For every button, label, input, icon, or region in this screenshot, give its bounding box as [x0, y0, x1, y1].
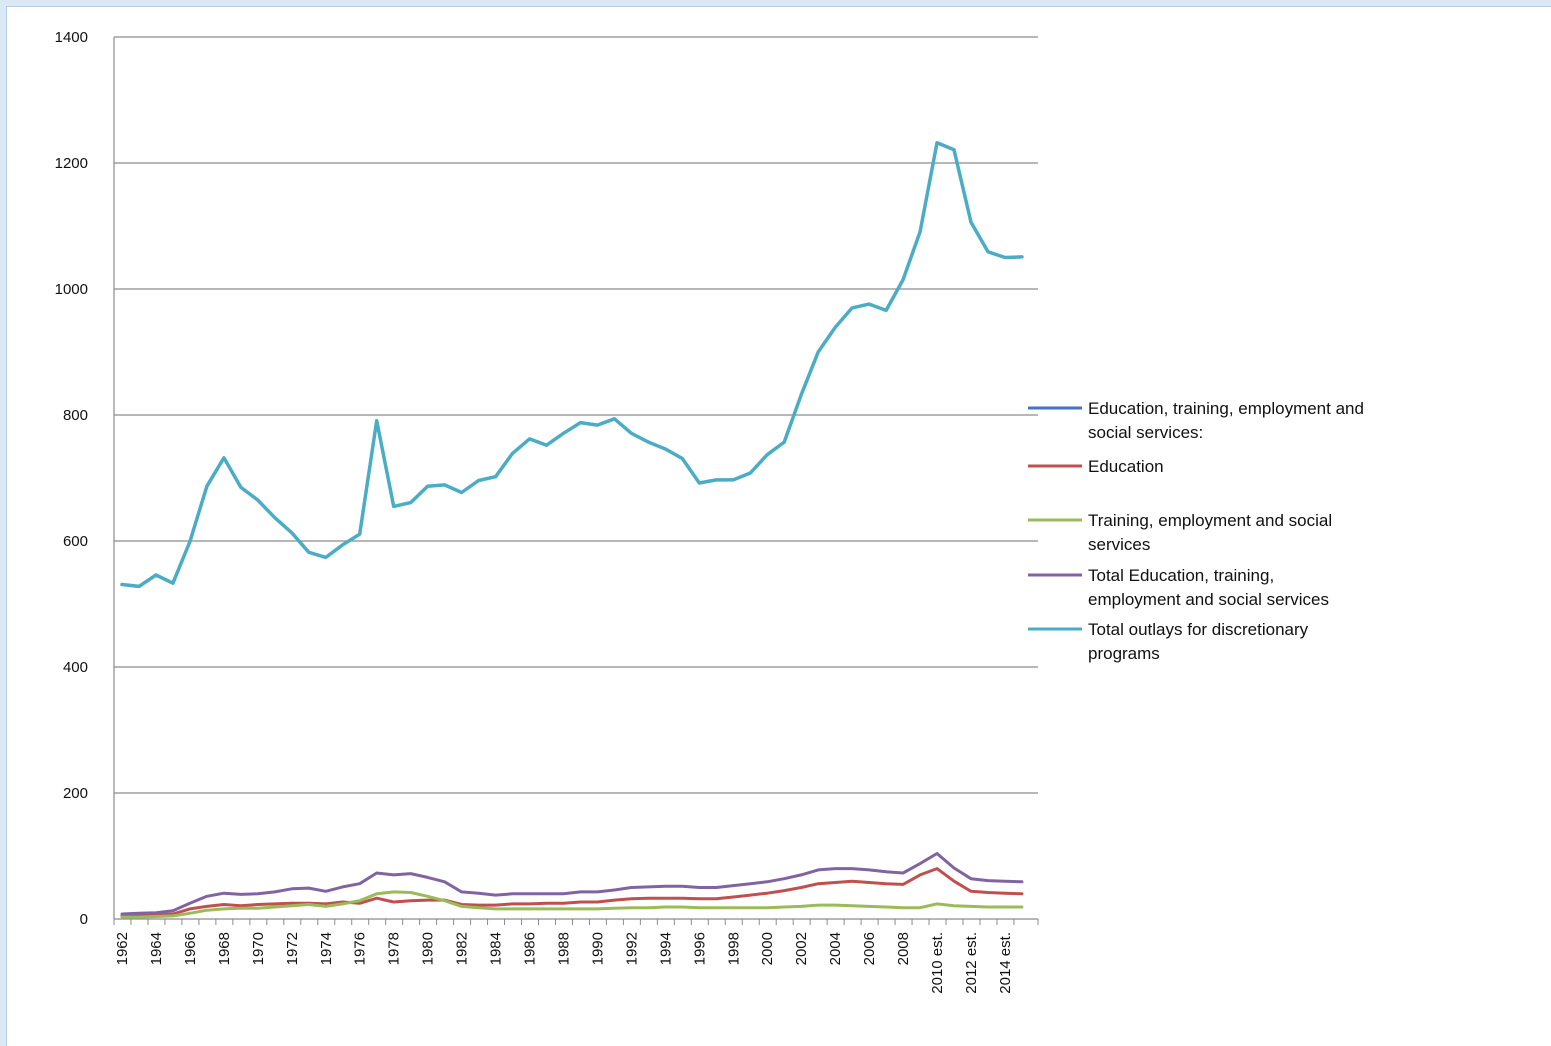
- x-tick-label: 1996: [691, 932, 708, 965]
- legend-label: Training, employment and social services: [1088, 511, 1332, 554]
- y-axis-tick-labels: 0 200 400 600 800 1000 1200 1400: [55, 29, 88, 928]
- x-tick-label: 1968: [216, 932, 233, 965]
- y-tick-label: 600: [63, 533, 88, 550]
- legend-label: Total Education, training, employment and…: [1088, 566, 1329, 609]
- x-tick-label: 1980: [420, 932, 437, 965]
- y-tick-label: 1400: [55, 29, 88, 46]
- x-tick-label: 1966: [182, 932, 199, 965]
- series-line-4: [120, 141, 1024, 589]
- series-line-1: [120, 867, 1024, 918]
- x-tick-label: 1988: [555, 932, 572, 965]
- y-tick-label: 200: [63, 785, 88, 802]
- x-tick-label: 1982: [454, 932, 471, 965]
- gridlines: [114, 36, 1038, 794]
- x-tick-label: 2010 est.: [929, 932, 946, 994]
- y-tick-label: 0: [80, 911, 88, 928]
- x-tick-label: 2002: [793, 932, 810, 965]
- series-line-2: [120, 890, 1024, 919]
- x-tick-label: 2012 est.: [963, 932, 980, 994]
- x-tick-label: 2004: [827, 932, 844, 965]
- legend-label: Education: [1088, 457, 1164, 476]
- x-tick-label: 1962: [114, 932, 131, 965]
- x-axis-tick-labels: 1962 1964 1966 1968 1970 1972 1974 1976 1978 1980…: [114, 932, 1014, 994]
- x-tick-label: 2000: [759, 932, 776, 965]
- x-tick-label: 2014 est.: [997, 932, 1014, 994]
- x-tick-label: 1978: [386, 932, 403, 965]
- x-tick-label: 1990: [589, 932, 606, 965]
- y-tick-label: 800: [63, 407, 88, 424]
- axes: [113, 37, 1039, 925]
- legend: Education, training, employment and socia…: [1028, 399, 1364, 663]
- legend-label: Education, training, employment and socia…: [1088, 399, 1364, 442]
- x-tick-label: 1986: [522, 932, 539, 965]
- x-tick-label: 1984: [488, 932, 505, 965]
- y-tick-label: 400: [63, 659, 88, 676]
- x-tick-label: 1992: [623, 932, 640, 965]
- x-tick-label: 2006: [861, 932, 878, 965]
- x-tick-label: 1976: [352, 932, 369, 965]
- y-tick-label: 1200: [55, 155, 88, 172]
- x-tick-label: 1972: [284, 932, 301, 965]
- x-tick-label: 1998: [725, 932, 742, 965]
- x-tick-label: 1994: [657, 932, 674, 965]
- x-tick-label: 1964: [148, 932, 165, 965]
- x-tick-label: 1970: [250, 932, 267, 965]
- y-tick-label: 1000: [55, 281, 88, 298]
- legend-label: Total outlays for discretionary programs: [1088, 620, 1309, 663]
- x-tick-label: 1974: [318, 932, 335, 965]
- chart-frame: [6, 6, 1551, 1046]
- series-lines: [120, 141, 1024, 919]
- x-tick-label: 2008: [895, 932, 912, 965]
- series-line-3: [120, 852, 1024, 916]
